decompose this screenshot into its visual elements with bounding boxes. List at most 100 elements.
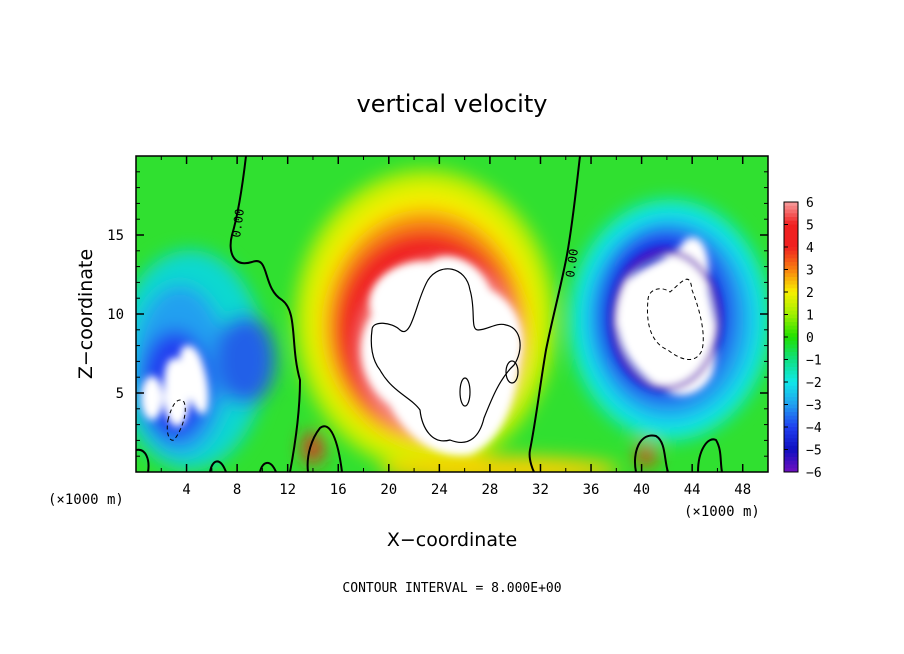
- colorbar-band: [784, 205, 798, 210]
- colorbar-band: [784, 265, 798, 270]
- colorbar-band: [784, 468, 798, 473]
- colorbar-band: [784, 344, 798, 349]
- colorbar-band: [784, 442, 798, 447]
- colorbar-band: [784, 258, 798, 263]
- updraft-core: [361, 256, 523, 456]
- x-tick-label: 32: [532, 482, 549, 498]
- x-tick-label: 12: [279, 482, 296, 498]
- colorbar-tick-label: −2: [806, 376, 822, 391]
- colorbar-band: [784, 374, 798, 379]
- colorbar-band: [784, 235, 798, 240]
- colorbar-band: [784, 453, 798, 458]
- colorbar-band: [784, 333, 798, 338]
- colorbar-band: [784, 445, 798, 450]
- colorbar-band: [784, 408, 798, 413]
- colorbar-band: [784, 243, 798, 248]
- colorbar-tick-label: 2: [806, 286, 814, 301]
- colorbar-band: [784, 329, 798, 334]
- bottom-lime-strip: [380, 456, 620, 472]
- west-core-1: [141, 376, 163, 420]
- colorbar-band: [784, 303, 798, 308]
- x-tick-label: 24: [431, 482, 448, 498]
- y-tick-label: 5: [116, 386, 124, 402]
- colorbar-band: [784, 299, 798, 304]
- colorbar-band: [784, 460, 798, 465]
- x-axis-label: X−coordinate: [387, 529, 517, 551]
- updraft-inner-contour: [459, 377, 471, 407]
- colorbar-band: [784, 352, 798, 357]
- updraft-small-contour: [505, 360, 519, 384]
- x-tick-label: 4: [182, 482, 190, 498]
- bottom-red-spot-east: [637, 443, 655, 467]
- contour-interval-note: CONTOUR INTERVAL = 8.000E+00: [342, 581, 561, 596]
- colorbar-band: [784, 400, 798, 405]
- x-tick-label: 44: [684, 482, 701, 498]
- colorbar-band: [784, 228, 798, 233]
- colorbar-tick-label: 3: [806, 264, 814, 279]
- chart-title: vertical velocity: [357, 90, 548, 118]
- zero-contour-bottom-5: [209, 460, 227, 472]
- x-unit-left: (×1000 m): [48, 492, 124, 508]
- colorbar: 6 5 4 3 2 1 0 −1 −2 −3 −4 −5 −6: [783, 196, 822, 481]
- east-core-rim: [611, 249, 721, 391]
- colorbar-band: [784, 412, 798, 417]
- x-tick-label: 8: [233, 482, 241, 498]
- colorbar-band: [784, 438, 798, 443]
- colorbar-band: [784, 269, 798, 274]
- colorbar-band: [784, 340, 798, 345]
- colorbar-band: [784, 318, 798, 323]
- x-unit-right: (×1000 m): [684, 504, 760, 520]
- x-tick-label: 20: [380, 482, 397, 498]
- velocity-field: 0.00 0.00: [136, 156, 768, 472]
- x-tick-label: 48: [734, 482, 751, 498]
- zero-contour-bottom-4: [136, 448, 150, 472]
- colorbar-band: [784, 464, 798, 469]
- colorbar-band: [784, 325, 798, 330]
- colorbar-band: [784, 449, 798, 454]
- zero-contour-bottom-6: [259, 462, 277, 472]
- bottom-red-spot-west: [303, 432, 323, 464]
- colorbar-tick-label: 6: [806, 196, 814, 211]
- colorbar-band: [784, 397, 798, 402]
- west-downdraft-band: [215, 315, 275, 405]
- colorbar-band: [784, 378, 798, 383]
- y-axis-label: Z−coordinate: [75, 249, 97, 379]
- colorbar-tick-label: −5: [806, 444, 822, 459]
- colorbar-band: [784, 220, 798, 225]
- colorbar-tick-label: −4: [806, 421, 822, 436]
- colorbar-band: [784, 277, 798, 282]
- colorbar-band: [784, 247, 798, 252]
- colorbar-band: [784, 213, 798, 218]
- colorbar-tick-label: −3: [806, 399, 822, 414]
- colorbar-band: [784, 430, 798, 435]
- colorbar-band: [784, 404, 798, 409]
- colorbar-band: [784, 307, 798, 312]
- colorbar-band: [784, 348, 798, 353]
- colorbar-tick-label: 4: [806, 241, 814, 256]
- colorbar-band: [784, 359, 798, 364]
- zero-contour-bottom-1: [306, 425, 343, 472]
- colorbar-band: [784, 363, 798, 368]
- y-tick-label: 10: [107, 307, 124, 323]
- x-tick-label: 16: [330, 482, 347, 498]
- colorbar-band: [784, 217, 798, 222]
- colorbar-band: [784, 202, 798, 207]
- colorbar-band: [784, 355, 798, 360]
- colorbar-band: [784, 314, 798, 319]
- colorbar-band: [784, 337, 798, 342]
- colorbar-band: [784, 209, 798, 214]
- colorbar-tick-label: 1: [806, 309, 814, 324]
- colorbar-band: [784, 250, 798, 255]
- x-tick-label: 28: [481, 482, 498, 498]
- colorbar-band: [784, 284, 798, 289]
- zero-contour-bottom-3: [697, 438, 723, 472]
- colorbar-band: [784, 310, 798, 315]
- colorbar-band: [784, 232, 798, 237]
- colorbar-band: [784, 295, 798, 300]
- colorbar-band: [784, 239, 798, 244]
- colorbar-tick-label: 5: [806, 219, 814, 234]
- colorbar-band: [784, 389, 798, 394]
- colorbar-band: [784, 427, 798, 432]
- colorbar-band: [784, 254, 798, 259]
